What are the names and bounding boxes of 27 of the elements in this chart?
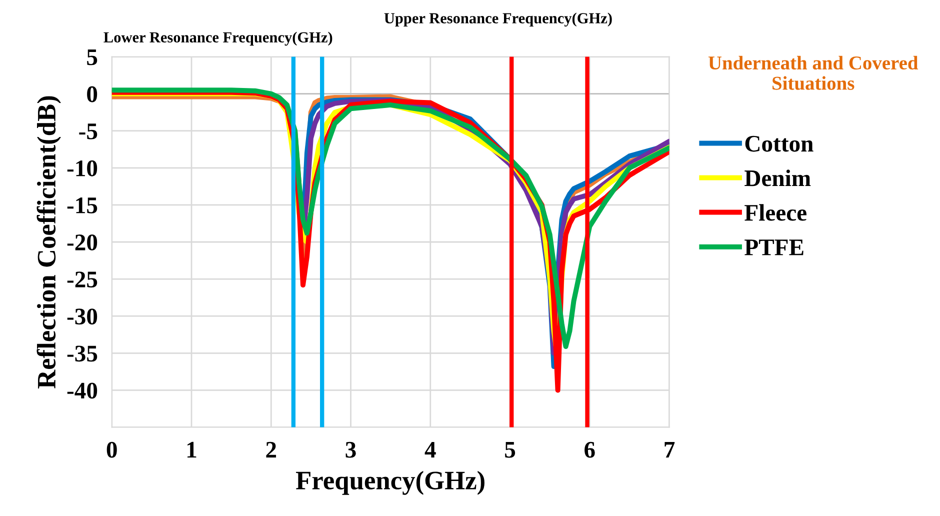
x-tick-label: 2 (266, 442, 276, 458)
x-tick-label: 0 (106, 442, 117, 458)
y-tick-label: -20 (67, 234, 98, 250)
y-axis-title: Reflection Coefficient(dB) (36, 96, 61, 388)
legend-label: Fleece (744, 204, 806, 221)
text: Lower Resonance Frequency(GHz) (104, 32, 332, 46)
y-tick-label: -25 (67, 272, 98, 288)
y-tick-label: -15 (67, 198, 98, 214)
x-tick-label: 3 (346, 442, 356, 458)
x-tick-label: 7 (664, 442, 675, 458)
legend-label: Cotton (745, 136, 814, 152)
y-tick-label: 5 (87, 49, 98, 66)
text: Upper Resonance Frequency(GHz) (384, 12, 612, 27)
x-tick-label: 5 (505, 442, 516, 458)
legend-label: PTFE (744, 240, 804, 256)
y-tick-label: -5 (79, 124, 98, 140)
y-tick-label: -40 (67, 382, 98, 399)
y-tick-label: 0 (87, 86, 98, 102)
x-tick-label: 4 (424, 442, 436, 458)
y-tick-label: -10 (67, 160, 98, 176)
y-tick-label: -30 (67, 308, 98, 325)
y-tick-label: -35 (67, 346, 98, 362)
legend-label: Denim (744, 170, 811, 186)
x-axis-title: Frequency(GHz) (296, 470, 484, 495)
x-tick-label: 6 (584, 442, 595, 458)
x-tick-label: 1 (187, 442, 196, 458)
legend-title: Underneath and Covered Situations (708, 56, 918, 90)
